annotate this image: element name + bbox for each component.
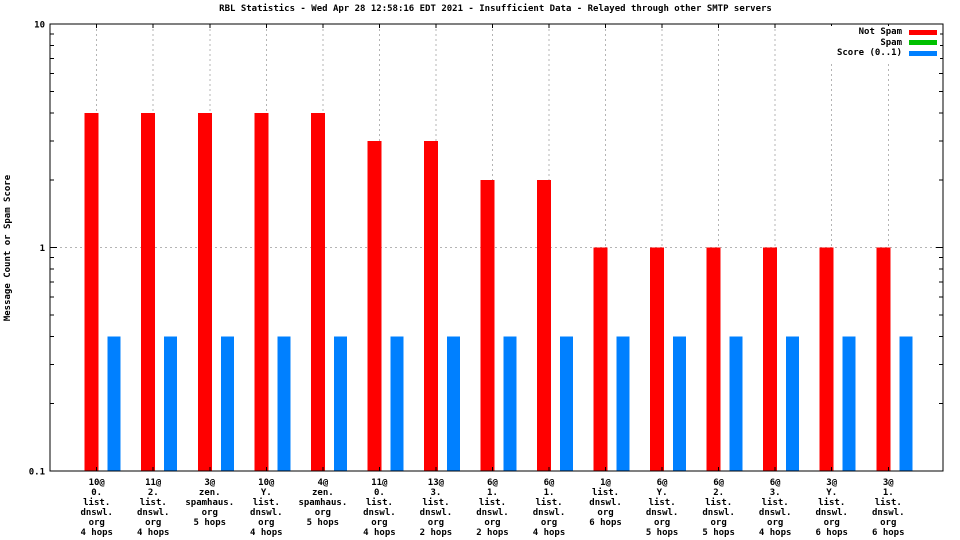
x-tick-label: 6@ 3. list. dnswl. org 4 hops bbox=[759, 478, 792, 538]
plot-border bbox=[49, 23, 944, 472]
bar-score bbox=[390, 336, 404, 471]
bar-not-spam bbox=[593, 247, 608, 471]
bar-not-spam bbox=[141, 112, 156, 472]
bar-not-spam bbox=[480, 180, 495, 472]
legend-item-score: Score (0..1) bbox=[837, 48, 937, 59]
legend-label-spam: Spam bbox=[880, 37, 902, 48]
bar-not-spam bbox=[706, 247, 721, 471]
chart-title: RBL Statistics - Wed Apr 28 12:58:16 EDT… bbox=[219, 4, 772, 14]
x-tick-label: 4@ zen. spamhaus. org 5 hops bbox=[298, 478, 347, 528]
y-tick-label: 1 bbox=[40, 244, 45, 254]
bar-score bbox=[899, 336, 913, 471]
x-tick-label: 3@ 1. list. dnswl. org 6 hops bbox=[872, 478, 905, 538]
legend-swatch-score bbox=[909, 50, 937, 56]
legend: Not Spam Spam Score (0..1) bbox=[830, 26, 940, 61]
bar-score bbox=[786, 336, 800, 471]
bar-score bbox=[333, 336, 347, 471]
bar-score bbox=[503, 336, 517, 471]
legend-swatch-not-spam bbox=[909, 29, 937, 35]
legend-item-spam: Spam bbox=[837, 38, 937, 49]
x-tick-label: 3@ Y. list. dnswl. org 6 hops bbox=[815, 478, 848, 538]
x-tick-label: 6@ 1. list. dnswl. org 2 hops bbox=[476, 478, 509, 538]
bar-score bbox=[729, 336, 743, 471]
bar-score bbox=[616, 336, 630, 471]
legend-swatch-spam bbox=[909, 40, 937, 46]
bar-not-spam bbox=[310, 112, 325, 472]
bar-not-spam bbox=[537, 180, 552, 472]
x-tick-label: 10@ Y. list. dnswl. org 4 hops bbox=[250, 478, 283, 538]
bar-not-spam bbox=[763, 247, 778, 471]
bar-score bbox=[107, 336, 121, 471]
x-tick-label: 1@ list. dnswl. org 6 hops bbox=[589, 478, 622, 528]
x-tick-label: 11@ 2. list. dnswl. org 4 hops bbox=[137, 478, 170, 538]
bar-score bbox=[277, 336, 291, 471]
legend-label-not-spam: Not Spam bbox=[858, 27, 902, 38]
x-tick-label: 3@ zen. spamhaus. org 5 hops bbox=[185, 478, 234, 528]
bar-not-spam bbox=[650, 247, 665, 471]
y-tick-label: 0.1 bbox=[29, 468, 45, 478]
bar-not-spam bbox=[84, 112, 99, 472]
bar-score bbox=[560, 336, 574, 471]
x-tick-label: 13@ 3. list. dnswl. org 2 hops bbox=[420, 478, 453, 538]
x-tick-label: 6@ 1. list. dnswl. org 4 hops bbox=[533, 478, 566, 538]
bar-not-spam bbox=[876, 247, 891, 471]
bar-score bbox=[164, 336, 178, 471]
bar-score bbox=[842, 336, 856, 471]
x-tick-label: 11@ 0. list. dnswl. org 4 hops bbox=[363, 478, 396, 538]
legend-label-score: Score (0..1) bbox=[836, 48, 902, 59]
bar-score bbox=[220, 336, 234, 471]
legend-item-not-spam: Not Spam bbox=[837, 27, 937, 38]
bar-not-spam bbox=[423, 140, 438, 471]
bar-score bbox=[446, 336, 460, 471]
bar-score bbox=[673, 336, 687, 471]
bar-not-spam bbox=[819, 247, 834, 471]
x-tick-label: 6@ 2. list. dnswl. org 5 hops bbox=[702, 478, 735, 538]
bar-not-spam bbox=[197, 112, 212, 472]
x-tick-label: 10@ 0. list. dnswl. org 4 hops bbox=[80, 478, 113, 538]
x-tick-label: 6@ Y. list. dnswl. org 5 hops bbox=[646, 478, 679, 538]
y-tick-label: 10 bbox=[34, 21, 45, 31]
bar-not-spam bbox=[367, 140, 382, 471]
bar-not-spam bbox=[254, 112, 269, 472]
